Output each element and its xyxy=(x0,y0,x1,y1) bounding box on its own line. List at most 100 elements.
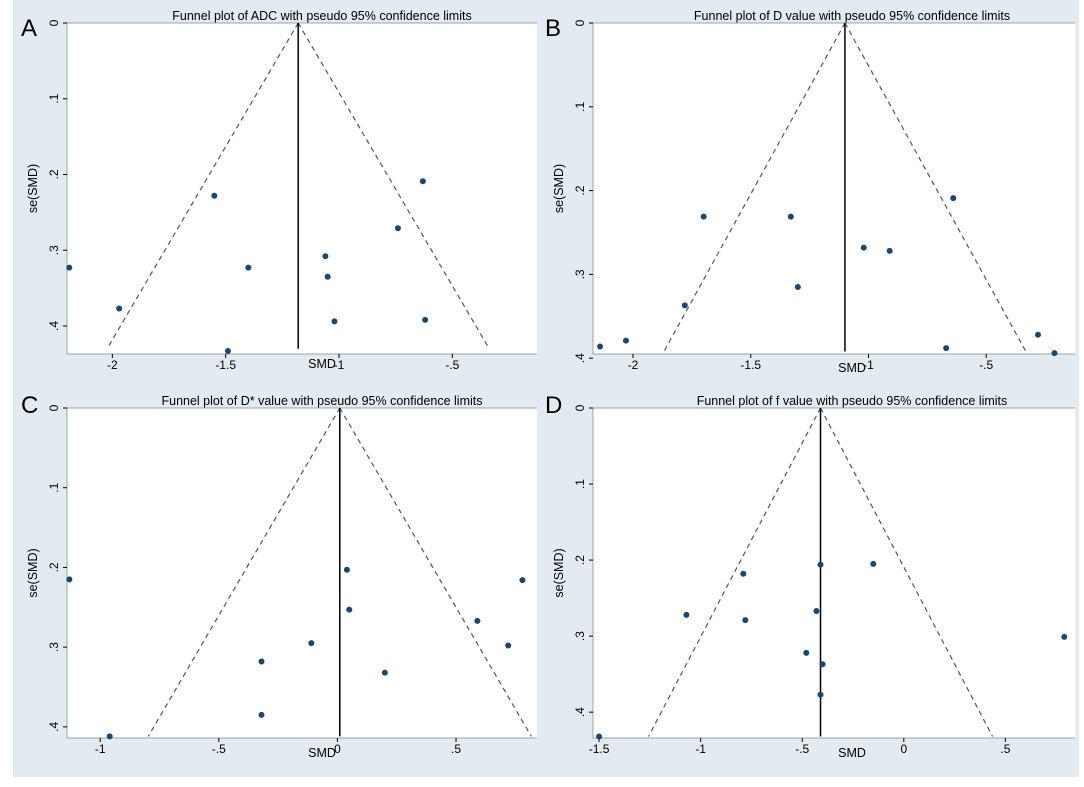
x-tick-label: -.5 xyxy=(795,742,809,756)
confidence-limit-left xyxy=(647,407,822,737)
panel-a: A Funnel plot of ADC with pseudo 95% con… xyxy=(17,6,537,378)
x-tick-label: -.5 xyxy=(212,742,226,756)
panel-c: C Funnel plot of D* value with pseudo 95… xyxy=(17,391,537,769)
y-tick-label: .3 xyxy=(47,642,61,652)
study-point xyxy=(331,318,338,325)
chart-title: Funnel plot of ADC with pseudo 95% confi… xyxy=(172,9,471,23)
chart-d: Funnel plot of f value with pseudo 95% c… xyxy=(552,394,1075,760)
y-tick-label: .3 xyxy=(47,245,61,255)
y-tick-label: .3 xyxy=(573,631,587,641)
study-point xyxy=(683,611,690,618)
x-tick-label: 0 xyxy=(900,742,907,756)
study-point xyxy=(819,661,826,668)
chart-title: Funnel plot of D* value with pseudo 95% … xyxy=(161,394,482,408)
x-axis-label: SMD xyxy=(308,357,336,371)
study-point xyxy=(394,225,401,232)
x-tick-label: -1 xyxy=(695,742,706,756)
study-point xyxy=(308,640,315,647)
chart-a: Funnel plot of ADC with pseudo 95% confi… xyxy=(26,9,537,372)
confidence-limit-right xyxy=(339,407,532,737)
x-tick-label: 0 xyxy=(334,742,341,756)
y-axis-label: se(SMD) xyxy=(552,548,566,597)
x-tick-label: -1 xyxy=(863,358,874,372)
y-tick-label: .4 xyxy=(47,321,61,331)
y-tick-label: 0 xyxy=(47,404,61,411)
confidence-limit-left xyxy=(147,407,341,737)
y-tick-label: .4 xyxy=(47,722,61,732)
study-point xyxy=(258,658,265,665)
study-point xyxy=(817,691,824,698)
x-tick-label: -2 xyxy=(107,358,118,372)
study-point xyxy=(817,561,824,568)
study-point xyxy=(1035,331,1042,338)
study-point xyxy=(950,195,957,202)
confidence-limit-right xyxy=(819,407,994,737)
study-point xyxy=(519,577,526,584)
y-tick-label: 0 xyxy=(573,404,587,411)
chart-c: Funnel plot of D* value with pseudo 95% … xyxy=(26,394,537,760)
y-tick-label: .2 xyxy=(573,185,587,195)
study-point xyxy=(681,302,688,309)
study-point xyxy=(106,733,113,740)
study-point xyxy=(422,316,429,323)
y-tick-label: 0 xyxy=(573,19,587,26)
study-point xyxy=(794,283,801,290)
study-point xyxy=(211,192,218,199)
study-point xyxy=(322,253,329,260)
x-tick-label: .5 xyxy=(1000,742,1010,756)
study-point xyxy=(381,669,388,676)
study-point xyxy=(700,213,707,220)
study-point xyxy=(597,343,604,350)
x-tick-label: -1 xyxy=(334,358,345,372)
study-point xyxy=(1051,350,1058,357)
x-axis-label: SMD xyxy=(308,746,336,760)
y-tick-label: .4 xyxy=(573,707,587,717)
panel-d: D Funnel plot of f value with pseudo 95%… xyxy=(543,391,1075,769)
y-tick-label: 0 xyxy=(47,19,61,26)
y-tick-label: .1 xyxy=(573,101,587,111)
study-point xyxy=(1061,633,1068,640)
study-point xyxy=(419,178,426,185)
chart-title: Funnel plot of f value with pseudo 95% c… xyxy=(697,394,1008,408)
study-point xyxy=(860,244,867,251)
y-tick-label: .1 xyxy=(47,482,61,492)
x-tick-label: -1.5 xyxy=(215,358,236,372)
x-tick-label: -1.5 xyxy=(740,358,761,372)
x-tick-label: -2 xyxy=(628,358,639,372)
plot-area xyxy=(66,22,537,355)
panel-b-letter: B xyxy=(545,15,562,42)
study-point xyxy=(622,337,629,344)
plot-area xyxy=(592,22,1075,355)
x-axis-label: SMD xyxy=(838,746,866,760)
plot-area xyxy=(66,407,537,739)
plot-area xyxy=(592,407,1075,739)
x-tick-label: -.5 xyxy=(445,358,459,372)
chart-title: Funnel plot of D value with pseudo 95% c… xyxy=(694,9,1010,23)
panel-a-letter: A xyxy=(21,15,38,42)
x-tick-label: -1.5 xyxy=(589,742,610,756)
study-point xyxy=(66,576,73,583)
study-point xyxy=(596,733,603,740)
study-point xyxy=(116,305,123,312)
x-tick-label: -.5 xyxy=(979,358,993,372)
study-point xyxy=(66,264,73,271)
y-axis-label: se(SMD) xyxy=(26,548,40,597)
y-tick-label: .2 xyxy=(573,555,587,565)
study-point xyxy=(474,617,481,624)
y-tick-label: .4 xyxy=(573,353,587,363)
study-point xyxy=(346,606,353,613)
y-tick-label: .1 xyxy=(47,93,61,103)
x-tick-label: .5 xyxy=(451,742,461,756)
study-point xyxy=(343,566,350,573)
study-point xyxy=(324,273,331,280)
study-point xyxy=(742,617,749,624)
y-tick-label: .2 xyxy=(47,562,61,572)
study-point xyxy=(803,649,810,656)
y-tick-label: .3 xyxy=(573,269,587,279)
y-tick-label: .2 xyxy=(47,169,61,179)
study-point xyxy=(886,247,893,254)
study-point xyxy=(245,264,252,271)
study-point xyxy=(787,213,794,220)
study-point xyxy=(813,608,820,615)
